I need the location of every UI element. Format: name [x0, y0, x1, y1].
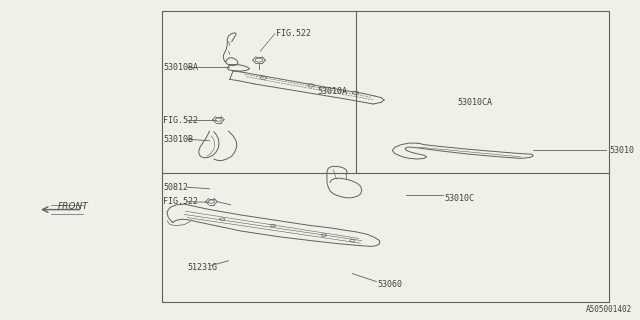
Text: FRONT: FRONT [58, 202, 88, 211]
Text: 53010C: 53010C [444, 194, 474, 203]
Text: 50812: 50812 [163, 183, 188, 192]
Text: 51231G: 51231G [188, 263, 217, 272]
Text: 53010A: 53010A [317, 87, 348, 96]
Bar [162, 11, 609, 302]
Text: FIG.522: FIG.522 [276, 29, 311, 38]
Text: 53010B: 53010B [163, 135, 193, 144]
Text: FIG.522: FIG.522 [163, 116, 198, 124]
Text: FIG.522: FIG.522 [163, 197, 198, 206]
Text: A505001402: A505001402 [586, 305, 632, 314]
Text: 53010CA: 53010CA [457, 98, 492, 107]
Text: 53060: 53060 [378, 280, 403, 289]
Text: 53010BA: 53010BA [163, 63, 198, 72]
Text: 53010: 53010 [609, 146, 634, 155]
